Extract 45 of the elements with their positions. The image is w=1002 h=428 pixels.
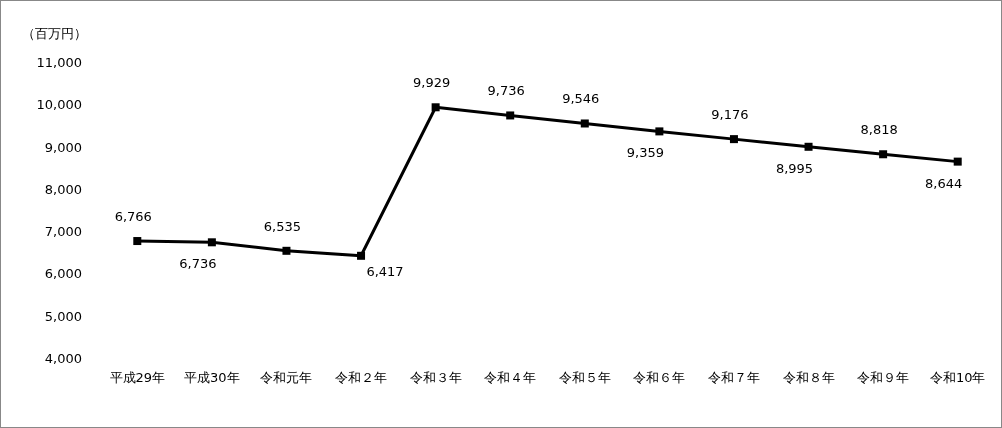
- point: [804, 142, 813, 151]
- point: [953, 157, 962, 166]
- x-tick-label: 平成29年: [109, 370, 166, 385]
- y-tick-label: 6,000: [44, 266, 82, 282]
- data-label: 6,766: [114, 209, 152, 225]
- x-tick-label: 令和６年: [633, 370, 686, 385]
- data-label: 8,644: [925, 175, 963, 191]
- point: [506, 111, 515, 120]
- data-label: 9,929: [413, 75, 451, 91]
- x-tick-label: 令和９年: [857, 370, 910, 385]
- x-tick-label: 令和４年: [484, 370, 537, 385]
- data-label: 8,818: [860, 122, 898, 138]
- point: [879, 150, 888, 159]
- x-tick-label: 令和３年: [409, 370, 462, 385]
- data-label: 9,736: [487, 83, 525, 99]
- x-tick-label: 令和元年: [260, 370, 313, 385]
- x-tick-label: 平成30年: [184, 370, 240, 385]
- data-label: 9,359: [626, 145, 664, 161]
- point: [207, 238, 216, 247]
- x-tick-label: 令和７年: [707, 370, 760, 385]
- x-tick-label: 令和10年: [929, 370, 986, 385]
- x-tick-label: 令和５年: [558, 370, 611, 385]
- data-label: 6,535: [263, 218, 302, 234]
- y-tick-label: 9,000: [44, 139, 82, 155]
- point: [133, 237, 142, 246]
- y-tick-label: 11,000: [36, 55, 82, 70]
- y-tick-label: 7,000: [44, 224, 82, 240]
- point: [357, 251, 366, 260]
- y-tick-label: 10,000: [36, 97, 82, 113]
- data-label: 6,736: [179, 256, 217, 272]
- data-label: 6,417: [366, 263, 404, 279]
- y-tick-label: 8,000: [44, 181, 82, 197]
- data-label: 9,176: [711, 107, 749, 123]
- data-label: 9,546: [562, 91, 600, 107]
- point: [729, 135, 738, 144]
- point: [431, 103, 440, 112]
- point: [580, 119, 589, 128]
- y-tick-label: 5,000: [44, 308, 82, 324]
- y-tick-label: 4,000: [44, 351, 82, 366]
- x-tick-label: 令和２年: [335, 370, 388, 385]
- point: [655, 127, 664, 136]
- point: [282, 246, 291, 255]
- x-tick-label: 令和８年: [782, 370, 835, 385]
- data-label: 8,995: [775, 160, 814, 176]
- y-axis-title: （百万円）: [22, 26, 87, 41]
